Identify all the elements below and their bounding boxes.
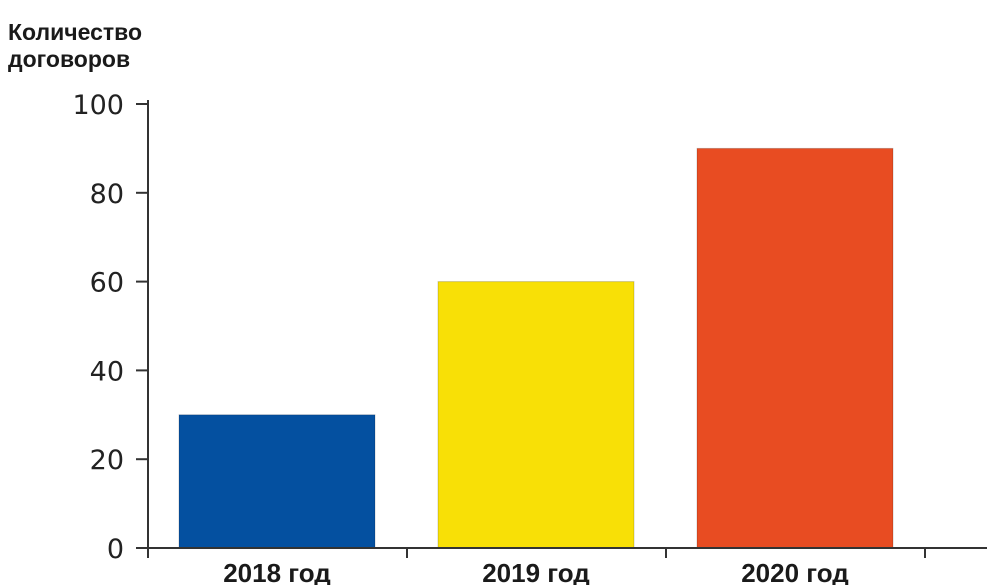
x-tick-label: 2018 год <box>223 558 331 585</box>
y-axis-ticks: 0 20 40 60 80 100 <box>72 90 148 565</box>
y-tick-label: 0 <box>107 534 124 565</box>
x-tick-label: 2020 год <box>741 558 849 585</box>
y-tick-label: 80 <box>90 179 124 210</box>
x-axis-ticks: 2018 год 2019 год 2020 год <box>223 558 849 585</box>
y-tick-label: 60 <box>90 268 124 299</box>
y-axis-label-line-1: Количество <box>8 19 142 45</box>
bar-2018-год <box>178 414 376 549</box>
y-axis-label-line-2: договоров <box>8 46 130 72</box>
bar-2019-год <box>437 281 635 549</box>
y-tick-label: 40 <box>90 356 124 387</box>
bars <box>178 147 894 549</box>
x-tick-label: 2019 год <box>482 558 590 585</box>
axes <box>136 100 987 558</box>
y-tick-label: 20 <box>90 445 124 476</box>
y-tick-label: 100 <box>72 90 124 121</box>
bar-2020-год <box>696 147 894 549</box>
